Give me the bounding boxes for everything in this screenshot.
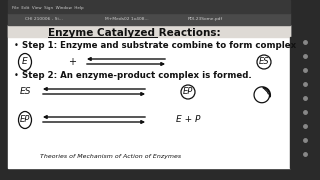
Text: PDI-23Some.pdf: PDI-23Some.pdf	[188, 17, 223, 21]
Text: •: •	[14, 71, 19, 80]
Text: E + P: E + P	[176, 116, 200, 125]
Text: M+Meds02 1x408...: M+Meds02 1x408...	[105, 17, 148, 21]
Bar	[8, 25, 290, 168]
Bar	[8, 0, 290, 13]
Bar	[8, 25, 290, 37]
Text: +: +	[68, 57, 76, 67]
Text: Step 1: Enzyme and substrate combine to form complex: Step 1: Enzyme and substrate combine to …	[22, 40, 296, 50]
Text: EP: EP	[183, 87, 193, 96]
Text: ES: ES	[259, 57, 269, 66]
Text: •: •	[14, 40, 19, 50]
Text: E: E	[22, 57, 28, 66]
Bar	[290, 37, 320, 168]
Text: EP: EP	[20, 116, 30, 125]
Text: ES: ES	[19, 87, 31, 96]
Text: Enzyme Catalyzed Reactions:: Enzyme Catalyzed Reactions:	[48, 28, 220, 38]
Text: File  Edit  View  Sign  Window  Help: File Edit View Sign Window Help	[12, 6, 84, 10]
Text: CHI 210006 - Si...: CHI 210006 - Si...	[25, 17, 63, 21]
Text: Step 2: An enzyme-product complex is formed.: Step 2: An enzyme-product complex is for…	[22, 71, 252, 80]
Bar	[8, 13, 290, 25]
Text: Theories of Mechanism of Action of Enzymes: Theories of Mechanism of Action of Enzym…	[40, 154, 181, 159]
